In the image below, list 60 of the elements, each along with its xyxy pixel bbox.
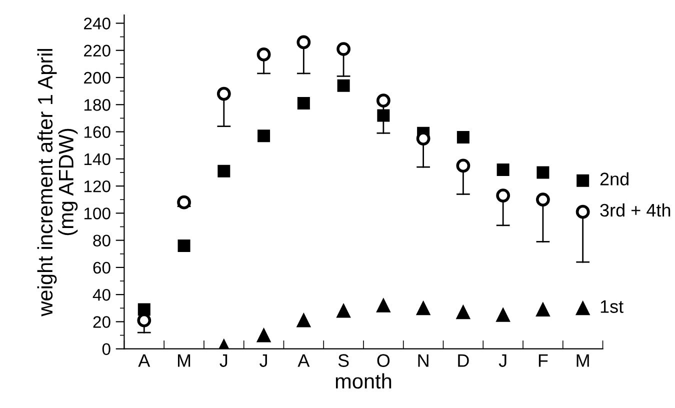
- x-tick-label: O: [377, 354, 390, 367]
- point: [218, 164, 230, 178]
- x-tick-label: J: [498, 354, 506, 367]
- x-tick-label: M: [576, 354, 589, 367]
- point: [138, 303, 150, 316]
- point: [256, 47, 271, 62]
- x-tick-label: A: [298, 354, 310, 367]
- point: [297, 97, 310, 110]
- y-tick-label: 0: [102, 343, 110, 356]
- y-tick-label: 80: [93, 234, 110, 247]
- x-tick-label: N: [418, 354, 428, 367]
- x-axis-title: month: [336, 373, 392, 389]
- y-tick-label: 180: [84, 99, 110, 111]
- x-tick-label: F: [538, 354, 548, 367]
- series-label: 1st: [600, 300, 624, 313]
- point: [258, 130, 270, 142]
- point: [376, 298, 390, 312]
- point: [536, 192, 550, 207]
- point: [337, 79, 350, 92]
- point: [576, 174, 590, 187]
- y-tick-label: 240: [84, 18, 110, 30]
- series-label: 2nd: [600, 172, 628, 186]
- x-tick-label: M: [178, 354, 190, 367]
- y-tick-label: 160: [84, 126, 110, 138]
- point: [456, 158, 470, 173]
- series-label: 3rd + 4th: [600, 203, 670, 217]
- point: [336, 42, 350, 56]
- point: [456, 130, 470, 144]
- y-tick-label: 220: [84, 44, 110, 57]
- point: [216, 86, 231, 101]
- point: [456, 305, 470, 320]
- y-axis-title: weight increment after 1 April (mg AFDW): [37, 49, 78, 316]
- x-tick-label: S: [338, 354, 349, 367]
- point: [296, 313, 311, 328]
- point: [416, 301, 430, 316]
- point: [496, 188, 510, 202]
- point: [536, 166, 550, 179]
- y-tick-label: 120: [84, 180, 110, 192]
- point: [536, 302, 550, 316]
- y-tick-label: 140: [84, 153, 110, 166]
- point: [178, 239, 190, 252]
- point: [336, 304, 350, 318]
- point: [496, 164, 510, 176]
- point: [376, 94, 390, 108]
- point: [576, 301, 590, 316]
- y-tick-label: 20: [93, 316, 110, 328]
- x-tick-label: A: [138, 354, 150, 367]
- point: [177, 195, 191, 210]
- y-tick-label: 100: [84, 208, 110, 220]
- x-tick-label: J: [220, 354, 228, 367]
- y-tick-label: 200: [84, 72, 110, 84]
- y-tick-label: 60: [93, 262, 110, 274]
- x-tick-label: J: [260, 354, 267, 367]
- x-tick-label: D: [458, 354, 469, 367]
- point: [496, 308, 510, 322]
- point: [256, 328, 271, 342]
- y-tick-label: 40: [92, 288, 110, 301]
- point: [296, 35, 311, 50]
- point: [576, 204, 590, 219]
- point: [377, 109, 390, 122]
